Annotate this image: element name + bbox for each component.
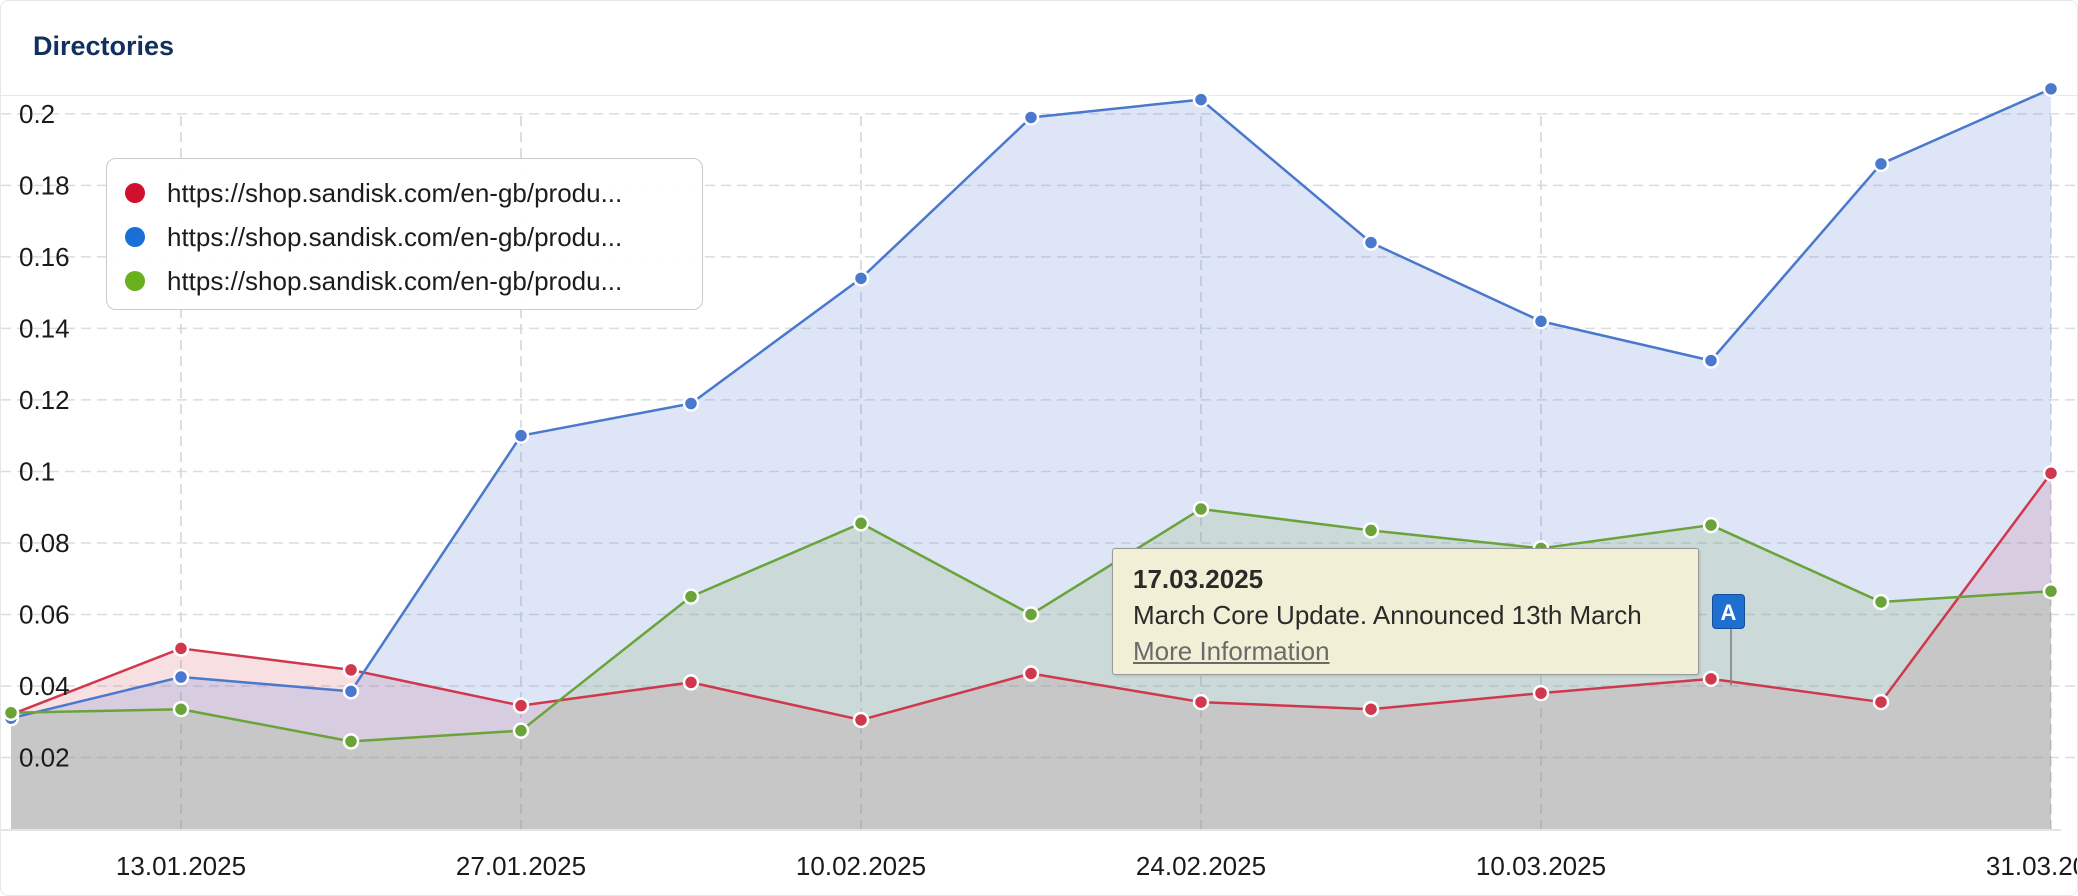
series-1-point (1192, 693, 1210, 711)
series-1-point (1702, 670, 1720, 688)
x-tick-label: 24.02.2025 (1136, 851, 1266, 881)
series-1-point (172, 640, 190, 657)
series-2-point (1192, 91, 1210, 108)
legend-item-2[interactable]: https://shop.sandisk.com/en-gb/produ... (107, 215, 702, 259)
series-2-point (342, 683, 360, 700)
series-3-point (1872, 593, 1890, 611)
series-1-point (682, 674, 700, 691)
axis-layer: 0.02 0.04 0.06 0.08 0.1 0.12 0.14 0.16 0.18 0.2 13… (1, 99, 2078, 881)
series-3-point (172, 700, 190, 718)
x-tick-label: 13.01.2025 (116, 851, 246, 881)
y-tick-label: 0.2 (19, 99, 55, 129)
series-3-point (682, 588, 700, 605)
x-tick-label: 31.03.2025 (1986, 851, 2078, 881)
y-tick-label: 0.1 (19, 456, 55, 486)
y-tick-label: 0.06 (19, 599, 70, 629)
series-1-area (11, 473, 2051, 829)
series-3-point (2042, 582, 2060, 600)
series-2-point (512, 427, 530, 444)
series-2-point (1532, 313, 1550, 330)
series-3-point (1192, 500, 1210, 518)
series-2-point (2042, 80, 2060, 98)
event-flag-a[interactable]: A (1712, 594, 1745, 629)
series-2-point (1872, 155, 1890, 173)
x-tick-label: 27.01.2025 (456, 851, 586, 881)
series-1-point (342, 661, 360, 679)
legend-label-1: https://shop.sandisk.com/en-gb/produ... (167, 177, 623, 208)
legend-item-1[interactable]: https://shop.sandisk.com/en-gb/produ... (107, 171, 702, 215)
y-tick-label: 0.12 (19, 385, 70, 415)
series-1-point (852, 711, 870, 729)
series-3-point (512, 722, 530, 739)
x-tick-label: 10.03.2025 (1476, 851, 1606, 881)
legend-marker-2 (125, 227, 145, 247)
series-3-point (342, 733, 360, 750)
legend-marker-1 (125, 183, 145, 203)
series-1-point (1022, 665, 1040, 682)
series-2-point (1362, 234, 1380, 251)
series-1-point (1872, 693, 1890, 711)
event-tooltip: 17.03.2025 March Core Update. Announced … (1112, 548, 1699, 675)
series-2-point (1022, 109, 1040, 126)
series-2-point (682, 395, 700, 412)
x-tick-label: 10.02.2025 (796, 851, 926, 881)
series-2-point (1702, 352, 1720, 369)
series-1-point (1532, 684, 1550, 702)
tooltip-date: 17.03.2025 (1133, 564, 1264, 594)
y-tick-label: 0.14 (19, 313, 70, 343)
tooltip-text: March Core Update. Announced 13th March (1133, 600, 1642, 630)
series-2-point (172, 668, 190, 686)
legend-marker-3 (125, 271, 145, 291)
point-layer (2, 80, 2060, 750)
more-information-link[interactable]: More Information (1133, 636, 1330, 666)
y-tick-label: 0.02 (19, 742, 70, 772)
chart-legend: https://shop.sandisk.com/en-gb/produ... … (106, 158, 703, 310)
series-1-point (1362, 700, 1380, 718)
panel-header: Directories (1, 1, 2077, 96)
legend-item-3[interactable]: https://shop.sandisk.com/en-gb/produ... (107, 259, 702, 303)
y-tick-label: 0.16 (19, 242, 70, 272)
series-3-point (2, 704, 20, 722)
series-3-point (1362, 522, 1380, 539)
y-tick-label: 0.18 (19, 170, 70, 200)
series-2-point (852, 270, 870, 287)
series-1-point (512, 697, 530, 714)
legend-label-3: https://shop.sandisk.com/en-gb/produ... (167, 265, 623, 296)
y-tick-label: 0.04 (19, 671, 70, 701)
series-3-point (852, 515, 870, 532)
series-3-point (1702, 516, 1720, 534)
legend-label-2: https://shop.sandisk.com/en-gb/produ... (167, 221, 623, 252)
series-3-point (1022, 606, 1040, 623)
y-tick-label: 0.08 (19, 528, 70, 558)
series-1-point (2042, 464, 2060, 482)
panel-title: Directories (33, 31, 175, 61)
